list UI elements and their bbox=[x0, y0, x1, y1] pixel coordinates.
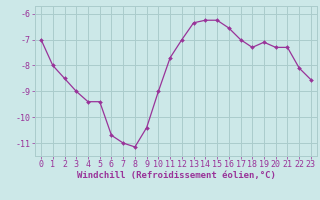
X-axis label: Windchill (Refroidissement éolien,°C): Windchill (Refroidissement éolien,°C) bbox=[76, 171, 276, 180]
